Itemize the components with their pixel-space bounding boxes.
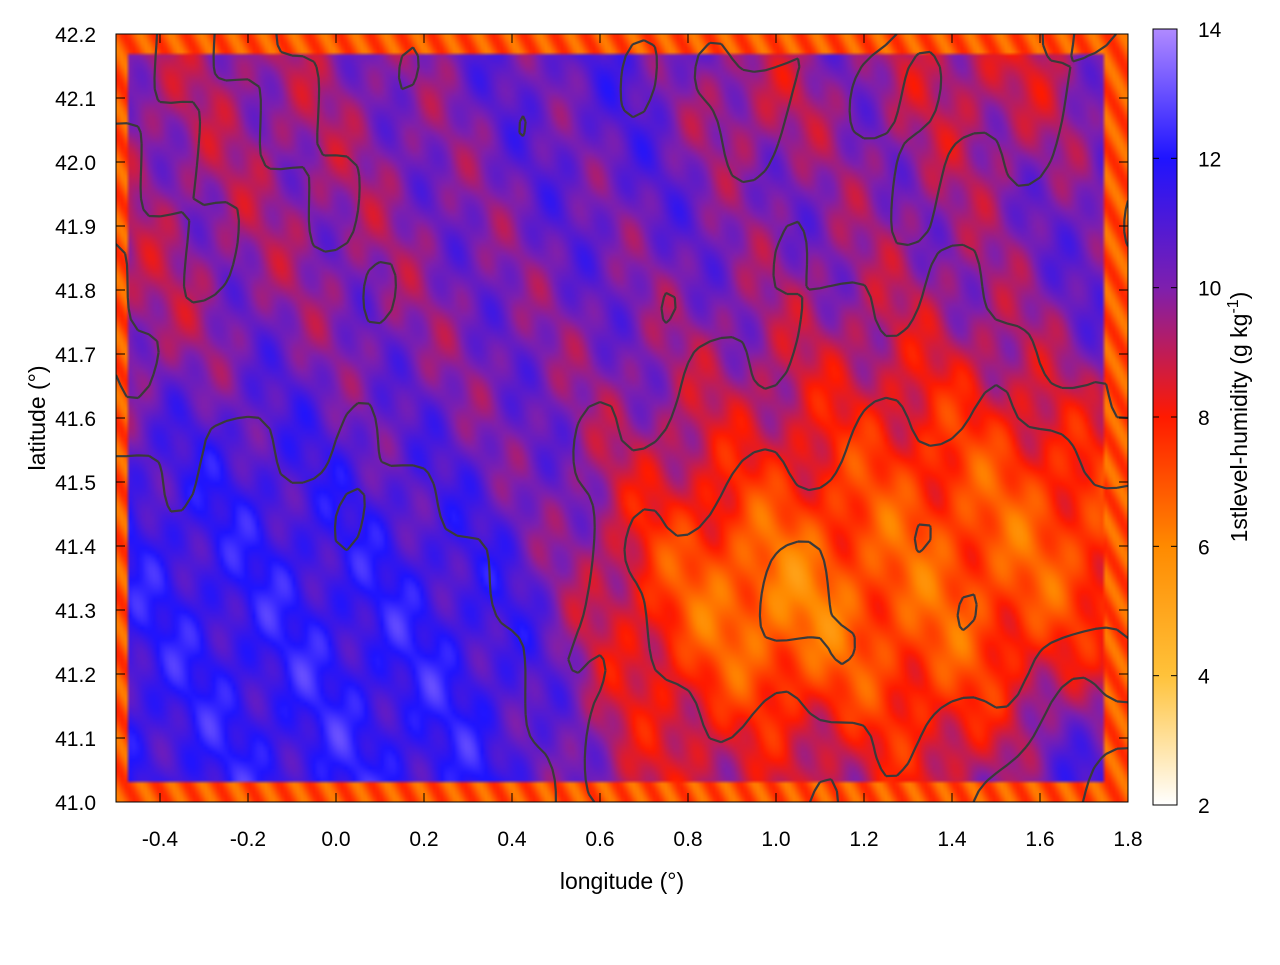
x-tick-label: 0.4	[497, 828, 527, 851]
y-tick-label: 42.2	[55, 24, 96, 47]
y-axis-ticks: 41.0 41.1 41.2 41.3 41.4 41.5 41.6 41.7 41.8 41.9…	[55, 24, 1128, 815]
colorbar-tick-label: 2	[1198, 795, 1210, 818]
x-tick-label: 0.8	[673, 828, 702, 851]
y-tick-label: 41.9	[55, 216, 96, 239]
x-tick-label: -0.4	[142, 828, 179, 851]
colorbar-tick-label: 10	[1198, 278, 1221, 301]
colorbar-tick-label: 14	[1198, 19, 1222, 42]
x-axis-label: longitude (°)	[560, 868, 684, 894]
colorbar-tick-label: 6	[1198, 536, 1210, 559]
contour-line	[116, 39, 1128, 802]
x-tick-label: 1.8	[1113, 828, 1142, 851]
y-tick-label: 41.7	[55, 344, 96, 367]
colorbar-tick-label: 12	[1198, 148, 1221, 171]
x-tick-label: 0.6	[585, 828, 614, 851]
colorbar-tick-label: 4	[1198, 666, 1210, 689]
x-axis-ticks: -0.4 -0.2 0.0 0.2 0.4 0.6 0.8 1.0 1.2 1.4 1.6 1.8	[142, 34, 1143, 851]
colorbar-label: 1stlevel-humidity (g kg-1)	[1225, 292, 1252, 543]
y-tick-label: 41.3	[55, 600, 96, 623]
x-tick-label: 0.0	[321, 828, 350, 851]
y-tick-label: 42.1	[55, 88, 96, 111]
colorbar-tick-label: 8	[1198, 407, 1210, 430]
y-tick-label: 41.4	[55, 536, 96, 559]
y-tick-label: 41.1	[55, 728, 96, 751]
x-tick-label: -0.2	[230, 828, 266, 851]
contour-lines	[116, 34, 1128, 802]
y-tick-label: 41.0	[55, 792, 96, 815]
y-tick-label: 41.6	[55, 408, 96, 431]
colorbar-label-suffix: )	[1226, 292, 1252, 300]
x-tick-label: 1.2	[849, 828, 878, 851]
y-axis-label: latitude (°)	[24, 365, 50, 470]
x-tick-label: 1.0	[761, 828, 790, 851]
y-tick-label: 41.5	[55, 472, 96, 495]
contour-line	[623, 383, 1128, 778]
colorbar-label-main: 1stlevel-humidity (g kg	[1226, 314, 1252, 543]
y-tick-label: 41.2	[55, 664, 96, 687]
y-tick-label: 41.8	[55, 280, 96, 303]
y-tick-label: 42.0	[55, 152, 96, 175]
humidity-field-image	[116, 34, 1128, 802]
colorbar-label-superscript: -1	[1225, 299, 1242, 313]
contour-line	[116, 34, 1128, 802]
colorbar-ticks: 2 4 6 8 10 12 14	[1153, 19, 1222, 818]
x-tick-label: 1.6	[1025, 828, 1054, 851]
contour-line	[758, 523, 978, 666]
x-tick-label: 0.2	[409, 828, 438, 851]
x-tick-label: 1.4	[937, 828, 967, 851]
